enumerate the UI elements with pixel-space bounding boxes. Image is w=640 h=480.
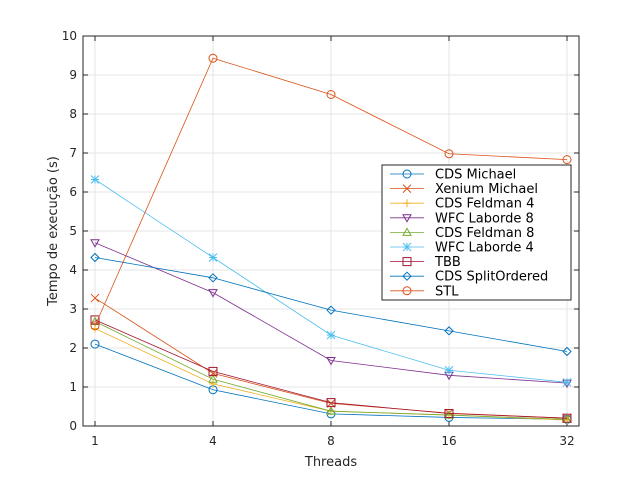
data-point (326, 330, 336, 340)
y-tick-label: 7 (69, 146, 77, 160)
data-point (90, 175, 100, 184)
legend-marker (402, 184, 412, 193)
y-axis-label: Tempo de execução (s) (46, 156, 61, 307)
y-tick-label: 1 (69, 380, 77, 394)
legend-entry: Xenium Michael (390, 182, 538, 197)
data-point (209, 379, 217, 388)
y-tick-label: 9 (69, 68, 77, 82)
data-point (208, 273, 218, 283)
data-point (444, 365, 454, 375)
data-point (562, 377, 572, 387)
data-point (90, 239, 100, 248)
y-tick-label: 5 (69, 224, 77, 238)
data-point (326, 356, 336, 366)
x-tick-label: 8 (327, 434, 335, 448)
legend-marker (402, 271, 412, 281)
data-point (90, 252, 100, 263)
legend-marker (402, 169, 412, 179)
x-tick-label: 4 (209, 434, 217, 448)
legend-label: WFC Laborde 4 (435, 241, 534, 256)
data-point (444, 326, 454, 336)
legend-entry: CDS Feldman 8 (390, 226, 534, 241)
data-point (326, 305, 336, 315)
legend-entry: CDS SplitOrdered (390, 270, 548, 285)
series-group (90, 53, 572, 425)
legend-label: Xenium Michael (435, 182, 538, 197)
x-axis-label: Threads (304, 455, 357, 470)
legend-label: TBB (434, 255, 461, 270)
y-tick-label: 2 (69, 341, 77, 355)
legend-label: CDS Feldman 8 (435, 226, 534, 241)
data-point (208, 368, 218, 378)
series-9 (90, 53, 572, 331)
data-point (326, 90, 336, 99)
legend-entry: TBB (390, 255, 461, 270)
x-tick-label: 16 (441, 434, 456, 448)
legend-label: CDS Feldman 4 (435, 197, 534, 212)
y-tick-label: 4 (69, 263, 77, 277)
data-point (90, 321, 100, 331)
series-5 (90, 316, 572, 423)
data-point (90, 315, 100, 325)
legend-label: CDS Michael (435, 168, 516, 183)
legend-marker (403, 199, 411, 208)
x-tick-label: 32 (559, 434, 574, 448)
data-point (326, 398, 336, 408)
series-8 (90, 252, 572, 357)
data-point (444, 149, 454, 159)
legend-entry: CDS Feldman 4 (390, 197, 534, 212)
series-line (94, 319, 568, 419)
legend-marker (402, 257, 412, 267)
legend-label: CDS SplitOrdered (435, 270, 548, 285)
legend-entry: CDS Michael (390, 168, 516, 183)
data-point (90, 293, 100, 303)
data-point (562, 413, 572, 423)
data-point (90, 339, 100, 349)
legend-label: STL (435, 284, 459, 299)
legend-label: WFC Laborde 8 (435, 211, 534, 226)
y-tick-label: 3 (69, 302, 77, 316)
legend-entry: STL (390, 284, 459, 299)
data-point (208, 253, 218, 262)
series-6 (90, 175, 572, 387)
data-point (562, 155, 572, 165)
data-point (444, 409, 454, 419)
legend-entry: WFC Laborde 4 (390, 241, 534, 256)
legend-entry: WFC Laborde 8 (390, 211, 534, 226)
legend-marker (402, 214, 412, 223)
series-7 (90, 315, 572, 423)
data-point (208, 53, 218, 63)
data-point (208, 374, 218, 383)
y-tick-label: 8 (69, 107, 77, 121)
series-line (94, 257, 568, 352)
data-point (208, 366, 218, 376)
series-line (94, 242, 568, 384)
data-point (444, 410, 454, 419)
data-point (562, 346, 572, 357)
data-point (208, 289, 218, 298)
legend-marker (402, 227, 412, 236)
data-point (326, 406, 336, 415)
series-line (94, 57, 568, 326)
y-tick-label: 6 (69, 185, 77, 199)
y-tick-label: 10 (62, 29, 77, 43)
legend-marker (402, 286, 412, 296)
x-tick-label: 1 (91, 434, 99, 448)
series-line (94, 321, 568, 420)
y-tick-label: 0 (69, 419, 77, 433)
legend-marker (402, 242, 412, 252)
data-point (326, 399, 336, 408)
